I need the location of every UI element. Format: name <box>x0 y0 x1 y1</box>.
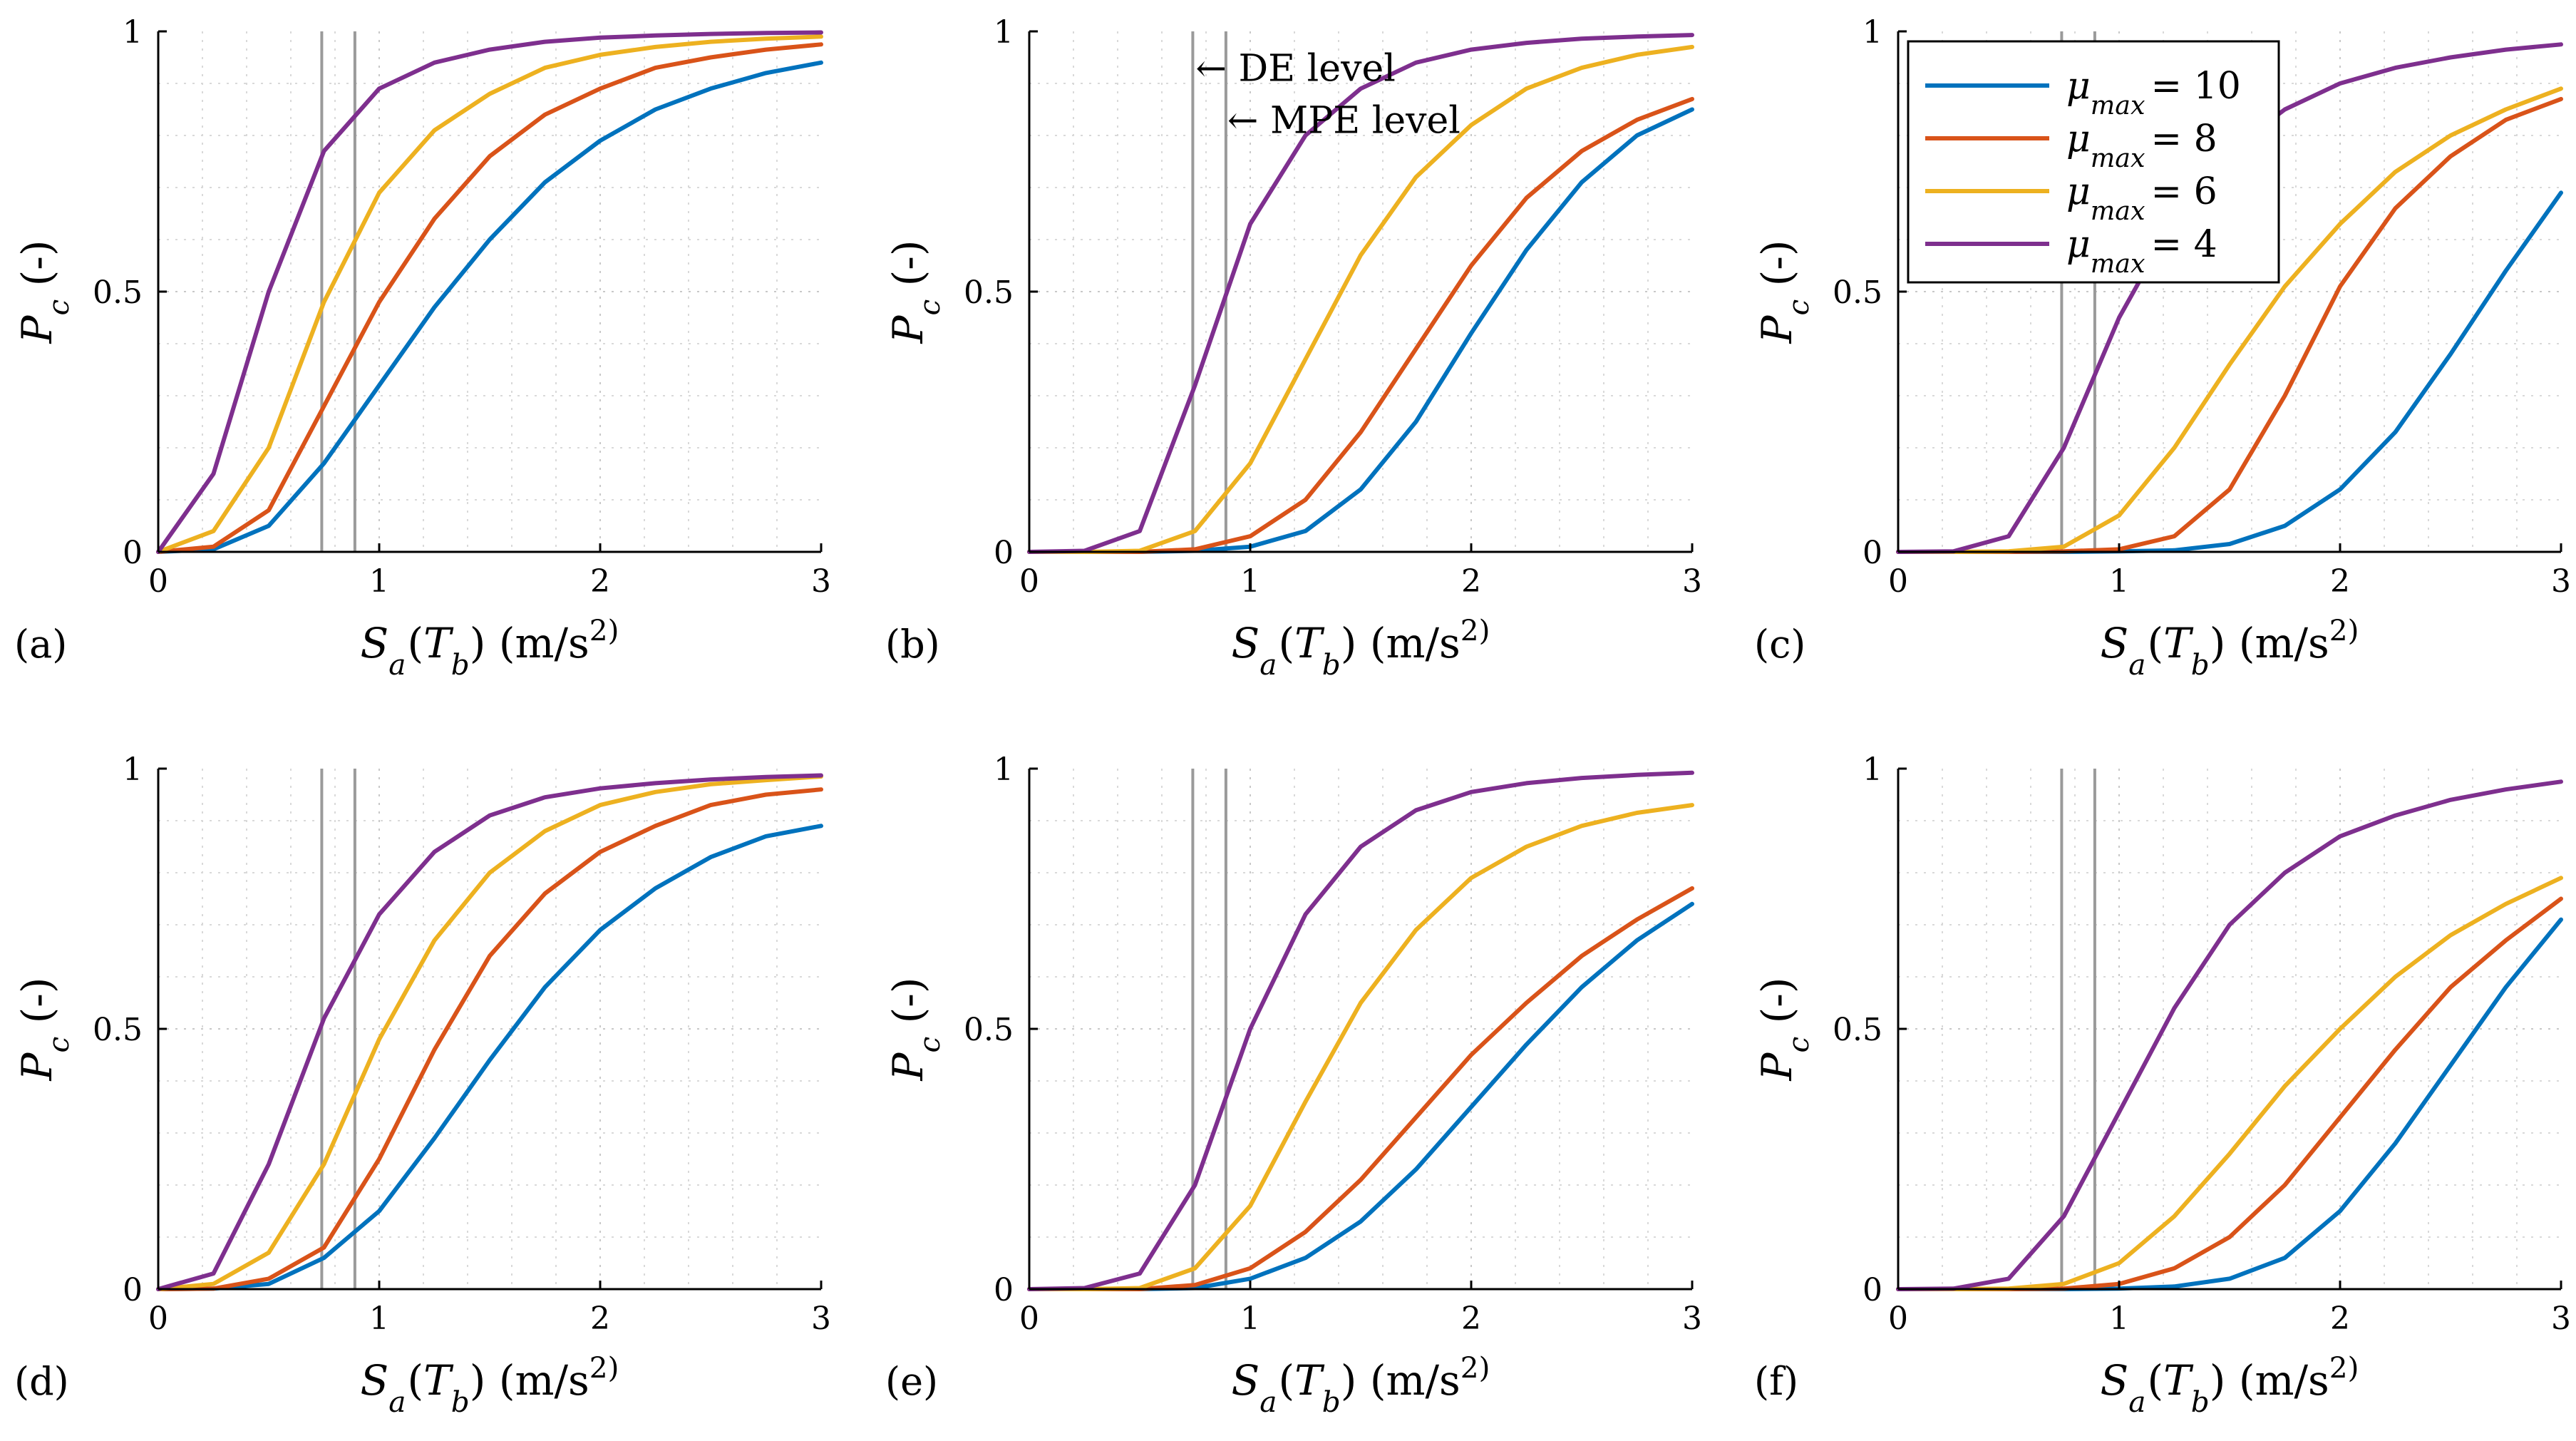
series-line-mu-6 <box>156 34 823 554</box>
series-line-mu-10 <box>1027 107 1694 554</box>
y-tick-label: 1 <box>994 752 1014 788</box>
y-axis-label: Pc (-) <box>884 240 947 344</box>
x-tick-label: 0 <box>1019 563 1039 600</box>
y-tick-label: 0 <box>123 1272 143 1308</box>
series-line-mu-6 <box>156 774 823 1291</box>
x-tick-label: 3 <box>1682 1301 1702 1337</box>
x-axis-label: Sa(Tb) (m/s2) <box>1232 1350 1490 1419</box>
series-line-mu-8 <box>156 787 823 1291</box>
y-tick-label: 0.5 <box>1833 275 1882 311</box>
y-tick-label: 0.5 <box>93 1012 143 1048</box>
x-tick-label: 1 <box>1240 563 1260 600</box>
y-axis-label: Pc (-) <box>1753 977 1815 1081</box>
x-axis-label: Sa(Tb) (m/s2) <box>361 613 619 682</box>
y-axis-label: Pc (-) <box>1753 240 1815 344</box>
panel-label: (b) <box>885 622 940 667</box>
panel-b: 0 1 2 3 0 0.5 1 Sa(Tb) (m/s2) Pc (-) (b) ← DE leve… <box>884 14 1702 682</box>
y-axis-label: Pc (-) <box>13 977 76 1081</box>
series-line-mu-10 <box>1896 917 2563 1291</box>
series-line-mu-10 <box>156 824 823 1291</box>
legend-entry: μmax = 8 <box>2066 118 2217 173</box>
x-tick-label: 3 <box>1682 563 1702 600</box>
y-tick-label: 1 <box>123 752 143 788</box>
y-tick-label: 0.5 <box>93 275 143 311</box>
x-tick-label: 3 <box>2551 563 2571 600</box>
panel-e: 0 1 2 3 0 0.5 1 Sa(Tb) (m/s2) Pc (-) (e) <box>884 752 1702 1419</box>
x-tick-label: 3 <box>2551 1301 2571 1337</box>
y-tick-label: 0.5 <box>1833 1012 1882 1048</box>
x-tick-label: 1 <box>369 1301 389 1337</box>
legend-entry: μmax = 6 <box>2066 170 2217 226</box>
y-tick-label: 1 <box>1863 752 1882 788</box>
series-line-mu-8 <box>156 42 823 554</box>
panel-label: (a) <box>14 622 67 667</box>
series-line-mu-4 <box>1027 33 1694 554</box>
y-tick-label: 0.5 <box>964 1012 1014 1048</box>
series-line-mu-8 <box>1896 896 2563 1291</box>
panel-f: 0 1 2 3 0 0.5 1 Sa(Tb) (m/s2) Pc (-) (f) <box>1753 752 2571 1419</box>
x-axis-label: Sa(Tb) (m/s2) <box>2101 613 2359 682</box>
panel-label: (d) <box>14 1359 69 1404</box>
legend-entry: μmax = 10 <box>2066 65 2241 120</box>
x-tick-label: 2 <box>590 1301 610 1337</box>
x-tick-label: 0 <box>1888 563 1908 600</box>
panel-a: 0 1 2 3 0 0.5 1 Sa(Tb) (m/s2) Pc (-) (a) <box>13 14 831 682</box>
y-tick-label: 0 <box>994 535 1014 571</box>
x-tick-label: 0 <box>1888 1301 1908 1337</box>
x-tick-label: 0 <box>148 563 168 600</box>
x-tick-label: 0 <box>1019 1301 1039 1337</box>
mpe-level-annotation: ← MPE level <box>1227 99 1460 142</box>
x-tick-label: 2 <box>2330 1301 2350 1337</box>
panel-d: 0 1 2 3 0 0.5 1 Sa(Tb) (m/s2) Pc (-) (d) <box>13 752 831 1419</box>
series-line-mu-4 <box>156 773 823 1291</box>
legend-entry: μmax = 4 <box>2066 223 2217 279</box>
x-tick-label: 1 <box>369 563 389 600</box>
x-tick-label: 3 <box>811 563 831 600</box>
series-line-mu-8 <box>1027 886 1694 1291</box>
y-tick-label: 0 <box>994 1272 1014 1308</box>
x-tick-label: 1 <box>2109 1301 2129 1337</box>
x-tick-label: 1 <box>2109 563 2129 600</box>
y-axis-label: Pc (-) <box>884 977 947 1081</box>
y-tick-label: 0 <box>1863 1272 1882 1308</box>
x-tick-label: 0 <box>148 1301 168 1337</box>
y-tick-label: 1 <box>994 14 1014 51</box>
series-line-mu-10 <box>1027 901 1694 1291</box>
y-tick-label: 0 <box>123 535 143 571</box>
series-line-mu-8 <box>1027 96 1694 554</box>
y-tick-label: 1 <box>1863 14 1882 51</box>
x-tick-label: 2 <box>1461 563 1481 600</box>
y-axis-label: Pc (-) <box>13 240 76 344</box>
y-tick-label: 1 <box>123 14 143 51</box>
x-tick-label: 2 <box>1461 1301 1481 1337</box>
y-tick-label: 0.5 <box>964 275 1014 311</box>
series-line-mu-4 <box>156 30 823 554</box>
x-axis-label: Sa(Tb) (m/s2) <box>1232 613 1490 682</box>
panel-label: (c) <box>1754 622 1805 667</box>
panel-label: (f) <box>1754 1359 1798 1404</box>
series-line-mu-6 <box>1896 876 2563 1291</box>
y-tick-label: 0 <box>1863 535 1882 571</box>
series-line-mu-10 <box>156 60 823 554</box>
x-tick-label: 2 <box>2330 563 2350 600</box>
x-tick-label: 2 <box>590 563 610 600</box>
de-level-annotation: ← DE level <box>1195 47 1395 90</box>
series-line-mu-4 <box>1027 770 1694 1291</box>
x-axis-label: Sa(Tb) (m/s2) <box>361 1350 619 1419</box>
x-tick-label: 3 <box>811 1301 831 1337</box>
panel-label: (e) <box>885 1359 938 1404</box>
series-line-mu-6 <box>1027 803 1694 1291</box>
x-tick-label: 1 <box>1240 1301 1260 1337</box>
series-line-mu-4 <box>1896 779 2563 1291</box>
x-axis-label: Sa(Tb) (m/s2) <box>2101 1350 2359 1419</box>
